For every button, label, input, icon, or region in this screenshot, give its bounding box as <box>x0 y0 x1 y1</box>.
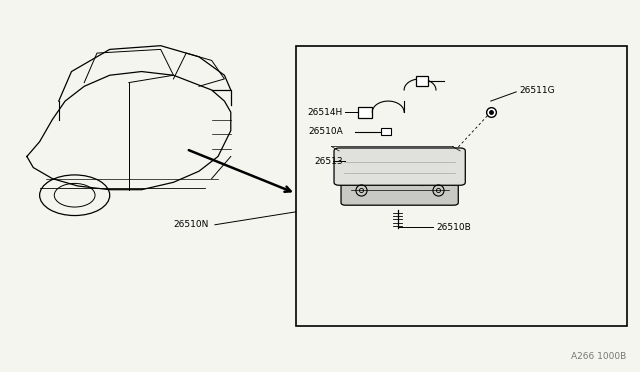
Text: 26511G: 26511G <box>520 86 555 95</box>
Bar <box>296 46 627 326</box>
Text: A266 1000B: A266 1000B <box>571 352 626 361</box>
Text: 26510A: 26510A <box>308 127 343 136</box>
Bar <box>415 76 428 86</box>
Text: 26510N: 26510N <box>173 220 209 229</box>
Bar <box>358 107 372 118</box>
Bar <box>381 128 391 135</box>
Text: 26514H: 26514H <box>308 108 343 117</box>
Text: 26513: 26513 <box>314 157 343 166</box>
FancyBboxPatch shape <box>341 174 458 205</box>
FancyBboxPatch shape <box>334 148 465 185</box>
Text: 26510B: 26510B <box>436 223 471 232</box>
